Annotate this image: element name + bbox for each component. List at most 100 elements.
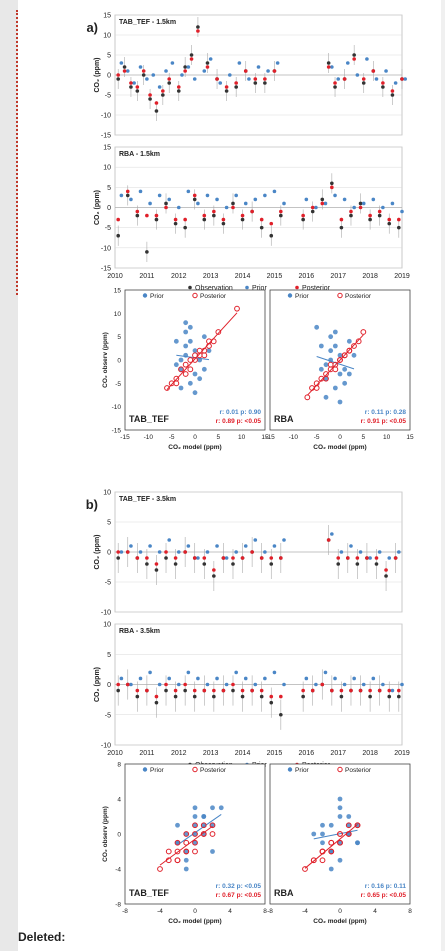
observation-point: [148, 97, 152, 101]
posterior-point: [339, 688, 344, 693]
prior-point: [355, 840, 360, 846]
posterior-point: [135, 209, 140, 214]
y-tick-label: -5: [115, 381, 121, 388]
stats-label: r: 0.67 p: <0.05: [216, 892, 262, 899]
deleted-annotation-label: Deleted:: [18, 930, 66, 944]
x-tick-label: 2018: [362, 273, 378, 280]
posterior-point: [234, 81, 238, 85]
observation-point: [164, 201, 168, 206]
posterior-point: [174, 857, 181, 864]
prior-point: [361, 201, 366, 206]
posterior-point: [240, 213, 245, 218]
x-tick-label: 15: [261, 434, 269, 441]
posterior-point: [173, 556, 178, 560]
x-tick-label: 2012: [171, 750, 187, 757]
prior-point: [234, 550, 238, 554]
prior-point: [400, 682, 404, 687]
posterior-point: [183, 831, 190, 837]
posterior-point: [201, 352, 208, 359]
prior-point: [180, 73, 184, 77]
y-tick-label: -4: [115, 867, 121, 874]
posterior-point: [154, 694, 159, 699]
prior-point: [178, 366, 184, 372]
posterior-point: [164, 205, 168, 210]
prior-point: [337, 840, 343, 846]
posterior-point: [349, 209, 353, 214]
prior-point: [275, 61, 280, 65]
posterior-point: [192, 556, 197, 560]
prior-point: [333, 193, 337, 198]
posterior-point: [135, 85, 140, 89]
posterior-point: [178, 366, 184, 373]
observation-point: [234, 85, 238, 89]
prior-point: [196, 676, 200, 681]
legend-entry: Prior: [150, 293, 165, 300]
x-tick-label: -4: [302, 908, 308, 915]
observation-point: [189, 53, 194, 57]
posterior-point: [337, 831, 343, 837]
prior-point: [342, 197, 347, 202]
observation-point: [333, 85, 337, 89]
posterior-point: [368, 688, 372, 693]
posterior-point: [135, 556, 140, 560]
posterior-point: [192, 831, 198, 837]
prior-point: [196, 556, 200, 560]
legend-marker: [188, 285, 192, 290]
panel-title: RBA - 3.5km: [119, 628, 160, 635]
legend-entry: Prior: [295, 767, 310, 774]
prior-point: [403, 77, 407, 81]
x-tick-label: 2019: [394, 273, 410, 280]
y-tick-label: 0: [107, 550, 111, 557]
observation-point: [173, 562, 178, 566]
posterior-point: [253, 77, 258, 81]
x-tick-label: 2014: [235, 273, 251, 280]
x-tick-label: 15: [406, 434, 414, 441]
x-tick-label: 4: [373, 908, 377, 915]
posterior-point: [263, 77, 267, 81]
prior-point: [320, 840, 325, 846]
prior-point: [311, 831, 317, 837]
prior-point: [345, 61, 350, 65]
prior-point: [393, 81, 398, 85]
prior-point: [358, 550, 363, 554]
prior-point: [167, 676, 172, 681]
prior-point: [183, 849, 189, 854]
posterior-point: [200, 822, 207, 829]
prior-point: [119, 550, 124, 554]
prior-point: [175, 822, 180, 828]
x-tick-label: -4: [157, 908, 163, 915]
y-tick-label: -15: [101, 133, 111, 140]
posterior-point: [384, 568, 388, 572]
stats-label: r: 0.16 p: 0.11: [365, 883, 407, 890]
y-tick-label: -10: [101, 113, 111, 120]
y-axis-label: CO₂ observ (ppm): [102, 332, 109, 388]
legend-marker: [192, 766, 198, 773]
prior-point: [138, 676, 143, 681]
observation-point: [135, 89, 140, 93]
prior-point: [323, 201, 328, 206]
prior-point: [342, 366, 348, 372]
observation-point: [231, 201, 235, 206]
posterior-point: [192, 848, 198, 855]
y-tick-label: -10: [101, 610, 111, 617]
observation-point: [196, 25, 200, 29]
y-tick-label: -5: [105, 580, 111, 587]
legend-marker: [142, 767, 148, 772]
prior-point: [148, 544, 152, 548]
observation-point: [183, 65, 187, 69]
prior-point: [187, 338, 193, 344]
prior-point: [342, 682, 347, 687]
prior-point: [192, 348, 198, 354]
posterior-point: [125, 550, 130, 554]
posterior-point: [164, 682, 168, 687]
posterior-point: [302, 866, 308, 872]
posterior-point: [122, 69, 127, 73]
prior-point: [328, 822, 334, 828]
prior-point: [167, 197, 172, 202]
x-tick-label: 5: [217, 434, 221, 441]
posterior-point: [221, 217, 226, 222]
x-tick-label: 0: [193, 434, 197, 441]
y-axis-label: CO₂ (ppm): [94, 667, 101, 702]
prior-point: [187, 324, 193, 330]
observation-point: [192, 197, 197, 202]
